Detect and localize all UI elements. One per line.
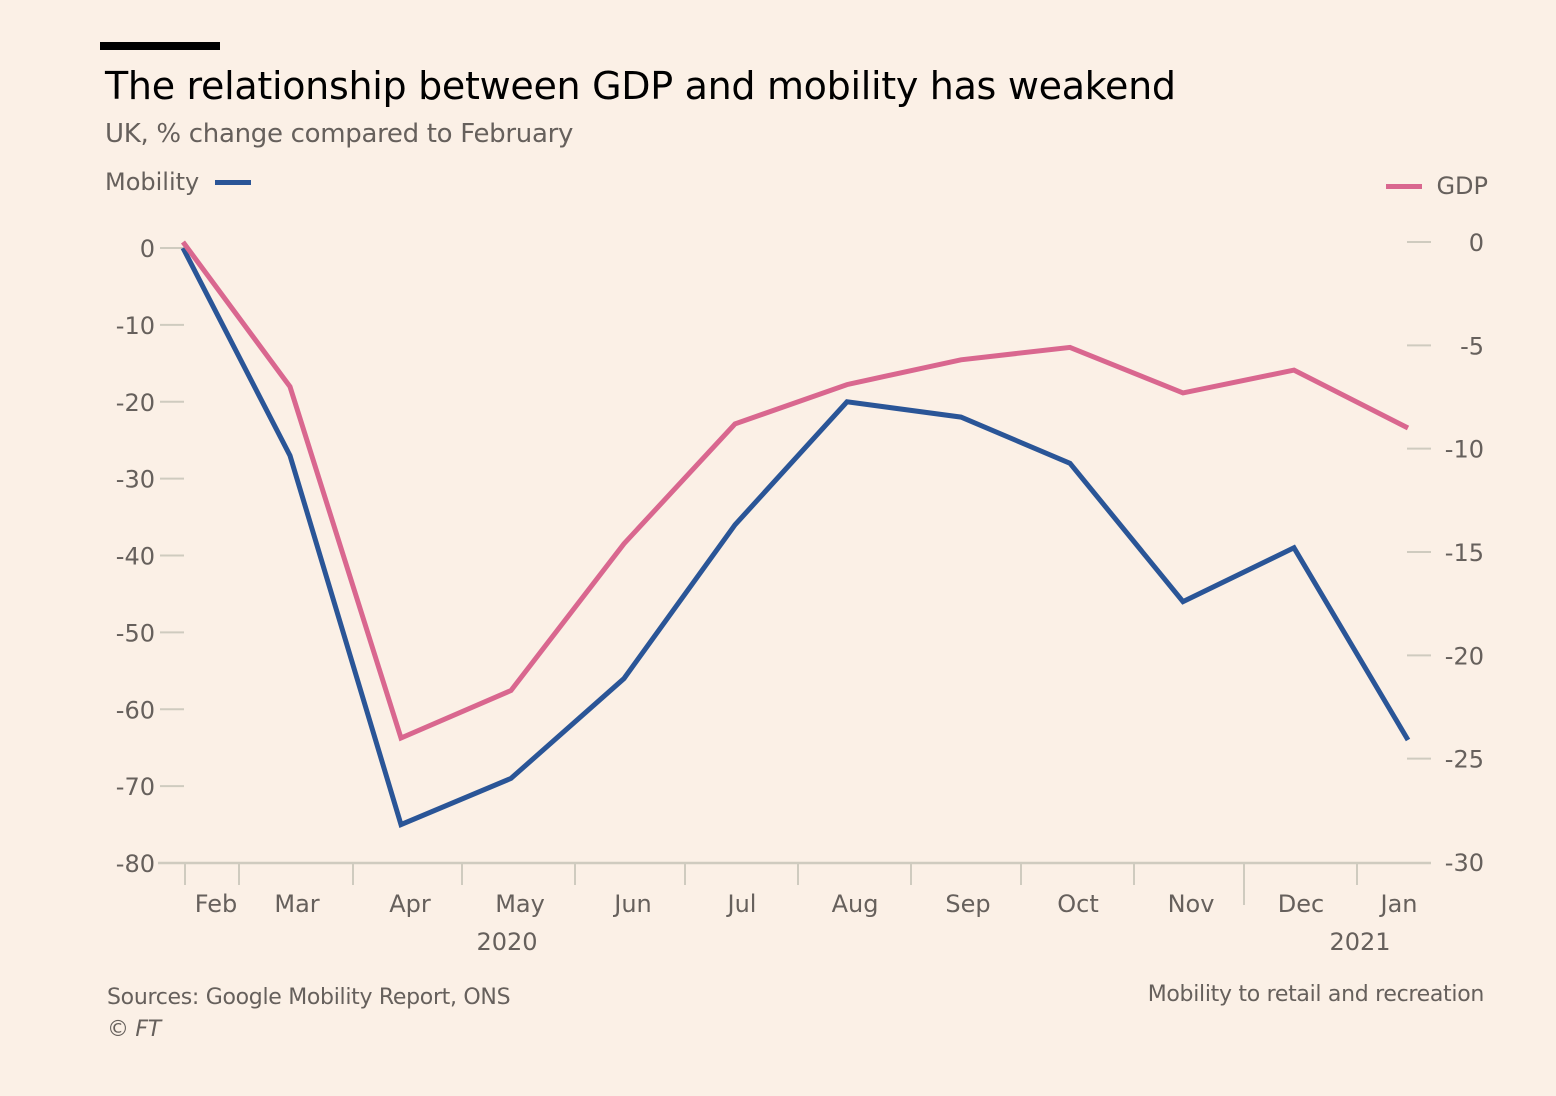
chart-subtitle: UK, % change compared to February: [105, 119, 574, 149]
left-axis-tick-label: -70: [116, 773, 155, 801]
left-axis-tick-label: -20: [116, 389, 155, 417]
left-axis-tick-label: -50: [116, 619, 155, 647]
legend-gdp: GDP: [1386, 172, 1488, 200]
series-line-mobility: [180, 246, 1411, 828]
left-axis-tick-label: -80: [116, 850, 155, 878]
right-axis-tick-label: -10: [1445, 436, 1484, 464]
legend-mobility-swatch: [215, 179, 252, 185]
x-axis-month-label: Jan: [1379, 890, 1418, 918]
x-axis-month-label: May: [495, 890, 545, 918]
x-axis-month-label: Apr: [389, 890, 431, 918]
x-axis-month-label: Jun: [612, 890, 652, 918]
footer-note: Mobility to retail and recreation: [1147, 982, 1485, 1007]
x-axis-month-label: Mar: [274, 890, 319, 918]
right-axis-tick-label: -25: [1445, 746, 1484, 774]
chart-title: The relationship between GDP and mobilit…: [105, 64, 1176, 108]
x-axis-month-label: Feb: [195, 890, 238, 918]
right-axis-tick-label: -20: [1445, 642, 1484, 670]
ft-brand-bar: [100, 42, 220, 50]
footer-sources: Sources: Google Mobility Report, ONS © F…: [107, 982, 511, 1046]
sources-text: Sources: Google Mobility Report, ONS: [107, 985, 511, 1010]
left-axis-tick-label: -40: [116, 543, 155, 571]
legend-mobility: Mobility: [105, 168, 252, 196]
x-axis-year-label: 2021: [1329, 928, 1390, 956]
series-line-gdp: [180, 240, 1410, 742]
copyright-text: © FT: [107, 1017, 161, 1042]
x-axis-month-label: Dec: [1278, 890, 1324, 918]
legend-gdp-swatch: [1386, 183, 1423, 189]
right-axis-tick-label: -5: [1460, 332, 1484, 360]
legend-gdp-label: GDP: [1436, 172, 1488, 200]
x-axis-month-label: Oct: [1057, 890, 1099, 918]
left-axis-tick-label: -10: [116, 312, 155, 340]
right-axis-tick-label: -30: [1445, 849, 1484, 877]
left-axis-tick-label: -30: [116, 466, 155, 494]
right-axis-tick-label: -15: [1445, 539, 1484, 567]
x-axis-year-label: 2020: [476, 928, 537, 956]
x-axis-month-label: Jul: [726, 890, 757, 918]
left-axis-tick-label: 0: [140, 235, 155, 263]
x-axis-month-label: Nov: [1168, 890, 1215, 918]
legend-mobility-label: Mobility: [105, 168, 200, 196]
x-axis-month-label: Sep: [945, 890, 990, 918]
right-axis-tick-label: 0: [1469, 229, 1484, 257]
left-axis-tick-label: -60: [116, 696, 155, 724]
x-axis-month-label: Aug: [832, 890, 879, 918]
